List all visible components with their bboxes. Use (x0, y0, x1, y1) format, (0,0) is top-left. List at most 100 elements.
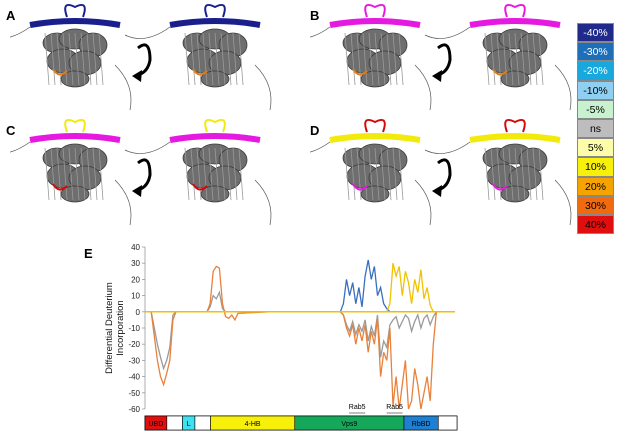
highlight-helix (329, 133, 421, 143)
disordered-tail (254, 64, 272, 111)
y-axis-label: Differential Deuterium (104, 282, 115, 374)
protein-body (342, 28, 408, 88)
legend-entry: -5% (577, 99, 614, 119)
top-loop (504, 4, 526, 18)
domain-label: 4-HB (245, 421, 261, 428)
protein-body (182, 143, 248, 203)
protein-body (482, 28, 548, 88)
domain-segment (437, 415, 458, 431)
rotation-arrow-head (432, 70, 442, 82)
y-tick-label: 20 (131, 275, 140, 284)
y-tick-label: 10 (131, 292, 140, 301)
accent-region (492, 183, 508, 191)
disordered-tail (10, 26, 31, 38)
legend-entry: -30% (577, 42, 614, 62)
data-series-3 (145, 263, 455, 313)
protein-structure-pair (10, 119, 272, 226)
highlight-helix (169, 18, 261, 28)
protein-structure-pair (310, 4, 572, 111)
disordered-tail (124, 141, 171, 154)
protein-body (182, 28, 248, 88)
disordered-tail (254, 179, 272, 226)
accent-region (192, 183, 208, 191)
y-tick-label: -50 (128, 389, 140, 398)
domain-segment (166, 415, 183, 431)
protein-body (482, 143, 548, 203)
disordered-tail (424, 141, 471, 154)
y-tick-label: 30 (131, 259, 140, 268)
accent-region (192, 68, 208, 76)
legend-entry: 30% (577, 195, 614, 215)
disordered-tail (114, 64, 132, 111)
data-series-0 (145, 290, 455, 371)
y-tick-label: -40 (128, 373, 140, 382)
rab5-label: Rab5 (349, 404, 366, 411)
top-loop (364, 4, 386, 18)
disordered-tail (124, 26, 171, 39)
highlight-helix (29, 133, 121, 143)
top-loop (204, 4, 226, 18)
y-tick-label: 0 (136, 308, 141, 317)
disordered-tail (10, 141, 31, 153)
domain-segment (194, 415, 211, 431)
legend-entry: -10% (577, 80, 614, 100)
legend-entry: 10% (577, 157, 614, 177)
protein-body (342, 143, 408, 203)
highlight-helix (169, 133, 261, 143)
rotation-arrow-icon (437, 158, 452, 192)
panel-letter: E (84, 246, 93, 261)
highlight-helix (29, 18, 121, 28)
highlight-helix (469, 133, 561, 143)
rab5-label: Rab5 (386, 404, 403, 411)
legend-entry: 5% (577, 138, 614, 158)
domain-label: L (187, 421, 191, 428)
panel-letter: B (310, 8, 320, 23)
rotation-arrow-head (132, 185, 142, 197)
panel-letter: C (6, 123, 16, 138)
y-tick-label: 40 (131, 243, 140, 252)
accent-region (52, 183, 68, 191)
disordered-tail (414, 64, 432, 111)
top-loop (364, 119, 386, 133)
disordered-tail (310, 141, 331, 153)
top-loop (204, 119, 226, 133)
data-series-1 (145, 265, 455, 410)
y-tick-label: -20 (128, 340, 140, 349)
legend-entry: 40% (577, 214, 614, 235)
highlight-helix (329, 18, 421, 28)
y-tick-label: -10 (128, 324, 140, 333)
panel-letter: D (310, 123, 320, 138)
highlight-helix (469, 18, 561, 28)
disordered-tail (424, 26, 471, 39)
legend-entry: -40% (577, 23, 614, 43)
protein-structure-pair (10, 4, 272, 111)
disordered-tail (414, 179, 432, 226)
top-loop (64, 4, 86, 18)
domain-label: RbBD (412, 421, 431, 428)
protein-body (42, 143, 108, 203)
y-tick-label: -60 (128, 405, 140, 414)
disordered-tail (554, 179, 572, 226)
legend-entry: ns (577, 118, 614, 139)
top-loop (504, 119, 526, 133)
accent-region (492, 68, 508, 76)
y-tick-label: -30 (128, 356, 140, 365)
protein-structure-pair (310, 119, 572, 226)
rotation-arrow-icon (437, 43, 452, 77)
domain-label: UBD (149, 421, 164, 428)
disordered-tail (310, 26, 331, 38)
accent-region (352, 68, 368, 76)
legend-entry: 20% (577, 176, 614, 196)
rotation-arrow-icon (137, 43, 152, 77)
top-loop (64, 119, 86, 133)
y-axis-label-2: Incorporation (115, 300, 126, 355)
legend-entry: -20% (577, 61, 614, 81)
percent-legend: -40% -30% -20% -10% -5% ns 5% 10% 20% 30% 40% (577, 23, 614, 235)
disordered-tail (554, 64, 572, 111)
disordered-tail (114, 179, 132, 226)
rotation-arrow-head (432, 185, 442, 197)
domain-label: Vps9 (341, 421, 357, 428)
protein-body (42, 28, 108, 88)
accent-region (352, 183, 368, 191)
